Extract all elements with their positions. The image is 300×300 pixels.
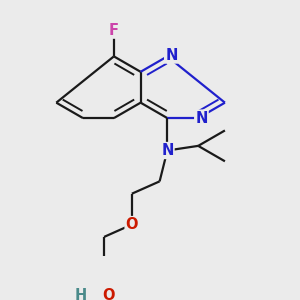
Text: O: O [126,217,138,232]
Text: F: F [109,22,119,38]
Text: O: O [102,288,114,300]
Text: H: H [75,288,87,300]
Text: N: N [161,143,173,158]
Text: N: N [165,47,178,62]
Text: N: N [195,111,208,126]
